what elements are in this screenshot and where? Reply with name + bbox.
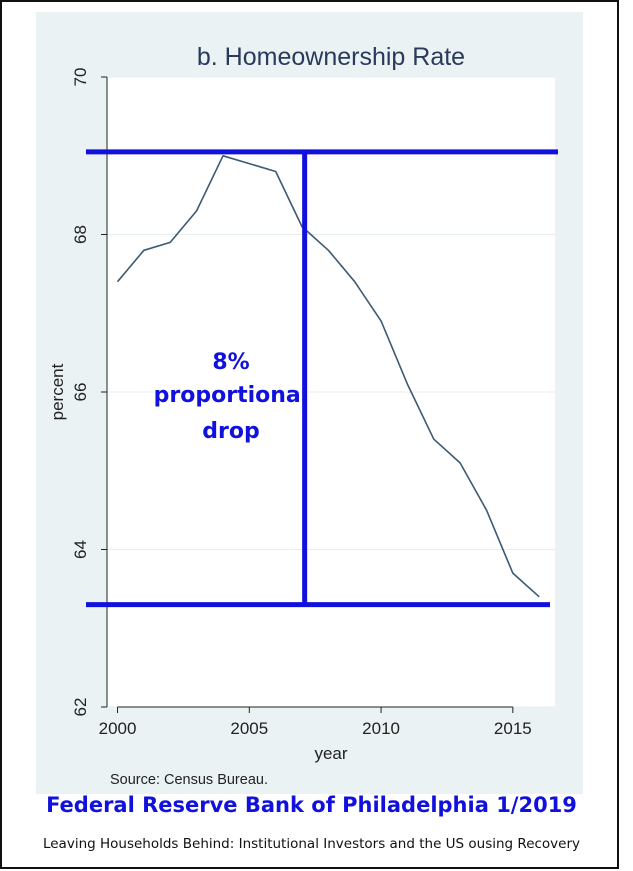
source-note: Source: Census Bureau. (110, 772, 268, 788)
x-tick-label: 2010 (362, 719, 400, 738)
annotation-text-line: 8% (212, 350, 249, 375)
x-tick-label: 2005 (230, 719, 268, 738)
y-tick-label: 70 (71, 68, 90, 87)
caption-subtitle: Leaving Households Behind: Institutional… (2, 836, 621, 852)
y-tick-label: 62 (71, 698, 90, 717)
x-tick-label: 2000 (99, 719, 137, 738)
caption-title: Federal Reserve Bank of Philadelphia 1/2… (2, 793, 621, 817)
annotation-text-line: proportional (154, 383, 309, 408)
chart-title: b. Homeownership Rate (197, 43, 465, 71)
annotation-text-line: drop (202, 419, 259, 444)
y-tick-label: 64 (71, 540, 90, 559)
x-axis-title: year (314, 744, 347, 763)
y-tick-label: 68 (71, 225, 90, 244)
x-tick-label: 2015 (494, 719, 532, 738)
y-axis-title: percent (48, 363, 67, 420)
figure-frame: 62 64 66 68 70 2000 2005 2010 2015 year percent b. … (0, 0, 619, 869)
homeownership-chart: 62 64 66 68 70 2000 2005 2010 2015 year percent b. … (2, 2, 621, 871)
y-tick-label: 66 (71, 383, 90, 402)
